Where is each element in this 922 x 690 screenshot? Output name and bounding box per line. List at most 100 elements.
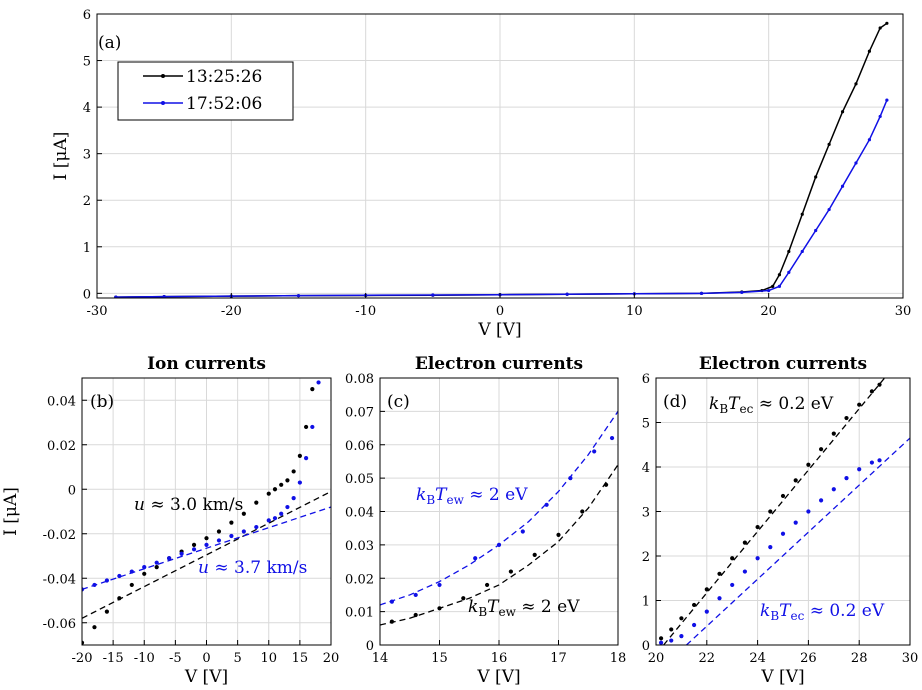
fit-line [81,490,332,619]
data-point [142,565,147,570]
x-axis-label: V [V] [477,320,521,340]
data-point [272,516,278,521]
data-point [844,415,849,421]
data-point [857,467,862,472]
data-point [485,582,490,588]
series-group [82,380,321,645]
data-point [272,487,278,492]
data-point [771,284,775,288]
y-axis-label: I [μA] [1,487,21,536]
data-point [827,207,831,212]
data-point [609,435,615,441]
data-point [229,520,234,525]
annotation-ion-black: u ≈ 3.0 km/s [134,495,243,515]
data-point [254,524,259,530]
data-point [814,228,818,233]
data-point [704,609,709,614]
panel-a: -30 -20 -10 0 10 20 30 0 1 2 3 4 5 6 V [V] I [μA] (a) [51,8,911,340]
data-point [787,249,791,254]
data-point [179,551,184,556]
fit-line [686,437,911,646]
series-group [658,382,882,645]
data-point [679,616,684,621]
fit-line [379,464,619,626]
data-point [437,582,442,588]
y-tick-label: -0.06 [43,617,76,632]
y-tick-label: 0.08 [345,372,374,387]
y-tick-label: 0 [366,639,374,654]
data-point [296,294,301,298]
data-point [508,569,513,574]
annotation-electron-d-blue: kBTec ≈ 0.2 eV [760,601,885,623]
data-point [800,249,804,254]
data-point [777,284,782,288]
y-tick-label: 0.02 [47,439,76,454]
data-point [768,509,773,514]
data-point [869,460,875,465]
data-point [310,387,315,392]
series-group [114,21,889,298]
x-tick-label: 20 [323,651,340,666]
x-tick-label: -5 [169,651,182,666]
data-point [777,273,782,277]
x-tick-label: 0 [496,304,504,319]
data-point [82,640,85,645]
data-point [742,569,748,574]
data-point [787,270,791,274]
data-point [878,26,882,30]
y-tick-label: 1 [83,241,91,256]
data-point [840,110,845,114]
data-point [520,529,525,534]
panel-b: -20 -15 -10 -5 0 5 10 15 20 -0.06 -0.04 -0.02 0 0.02 0… [1,354,339,687]
y-tick-label: 4 [642,461,650,476]
y-tick-label: 5 [83,55,91,70]
x-tick-label: 24 [749,651,766,666]
data-point [717,596,722,601]
y-tick-label: -0.02 [43,528,76,543]
data-point [216,538,222,543]
x-tick-label: -10 [355,304,376,319]
x-axis-label: V [V] [476,667,520,687]
y-tick-label: 1 [642,595,650,610]
data-point [229,533,234,539]
legend-box [117,61,294,121]
data-point [878,114,882,119]
x-tick-label: 28 [851,651,868,666]
panel-d: 20 22 24 26 28 30 0 1 2 3 4 5 6 V [V] Electron current… [642,354,919,687]
y-tick-label: 4 [83,101,91,116]
y-tick-label: 2 [83,194,91,209]
data-point [413,592,418,598]
y-tick-label: 0.04 [345,506,374,521]
legend-marker [161,101,165,105]
data-point [819,447,824,452]
y-tick-label: 0 [83,287,91,302]
data-point [742,540,748,545]
x-tick-label: 30 [895,304,912,319]
y-tick-label: 0.03 [345,539,374,554]
data-point [117,596,122,601]
x-axis-label: V [V] [184,667,228,687]
data-point [304,424,309,430]
data-point [473,556,478,561]
data-point [104,609,109,614]
data-point [191,542,197,547]
data-point [310,424,315,430]
data-point [699,291,704,295]
annotation-ion-blue: u ≈ 3.7 km/s [198,558,307,578]
data-point [692,602,697,608]
x-tick-label: -20 [72,651,93,666]
data-point [389,599,394,604]
x-tick-label: 22 [699,651,716,666]
x-tick-label: -20 [221,304,242,319]
data-point [431,293,435,297]
data-point [285,504,290,510]
data-point [556,532,561,537]
data-point [291,496,296,501]
data-point [877,382,882,387]
data-point [806,509,811,514]
data-point [814,175,818,179]
x-axis-label: V [V] [760,667,804,687]
data-point [241,511,246,516]
data-point [104,578,109,583]
data-point [544,502,549,507]
